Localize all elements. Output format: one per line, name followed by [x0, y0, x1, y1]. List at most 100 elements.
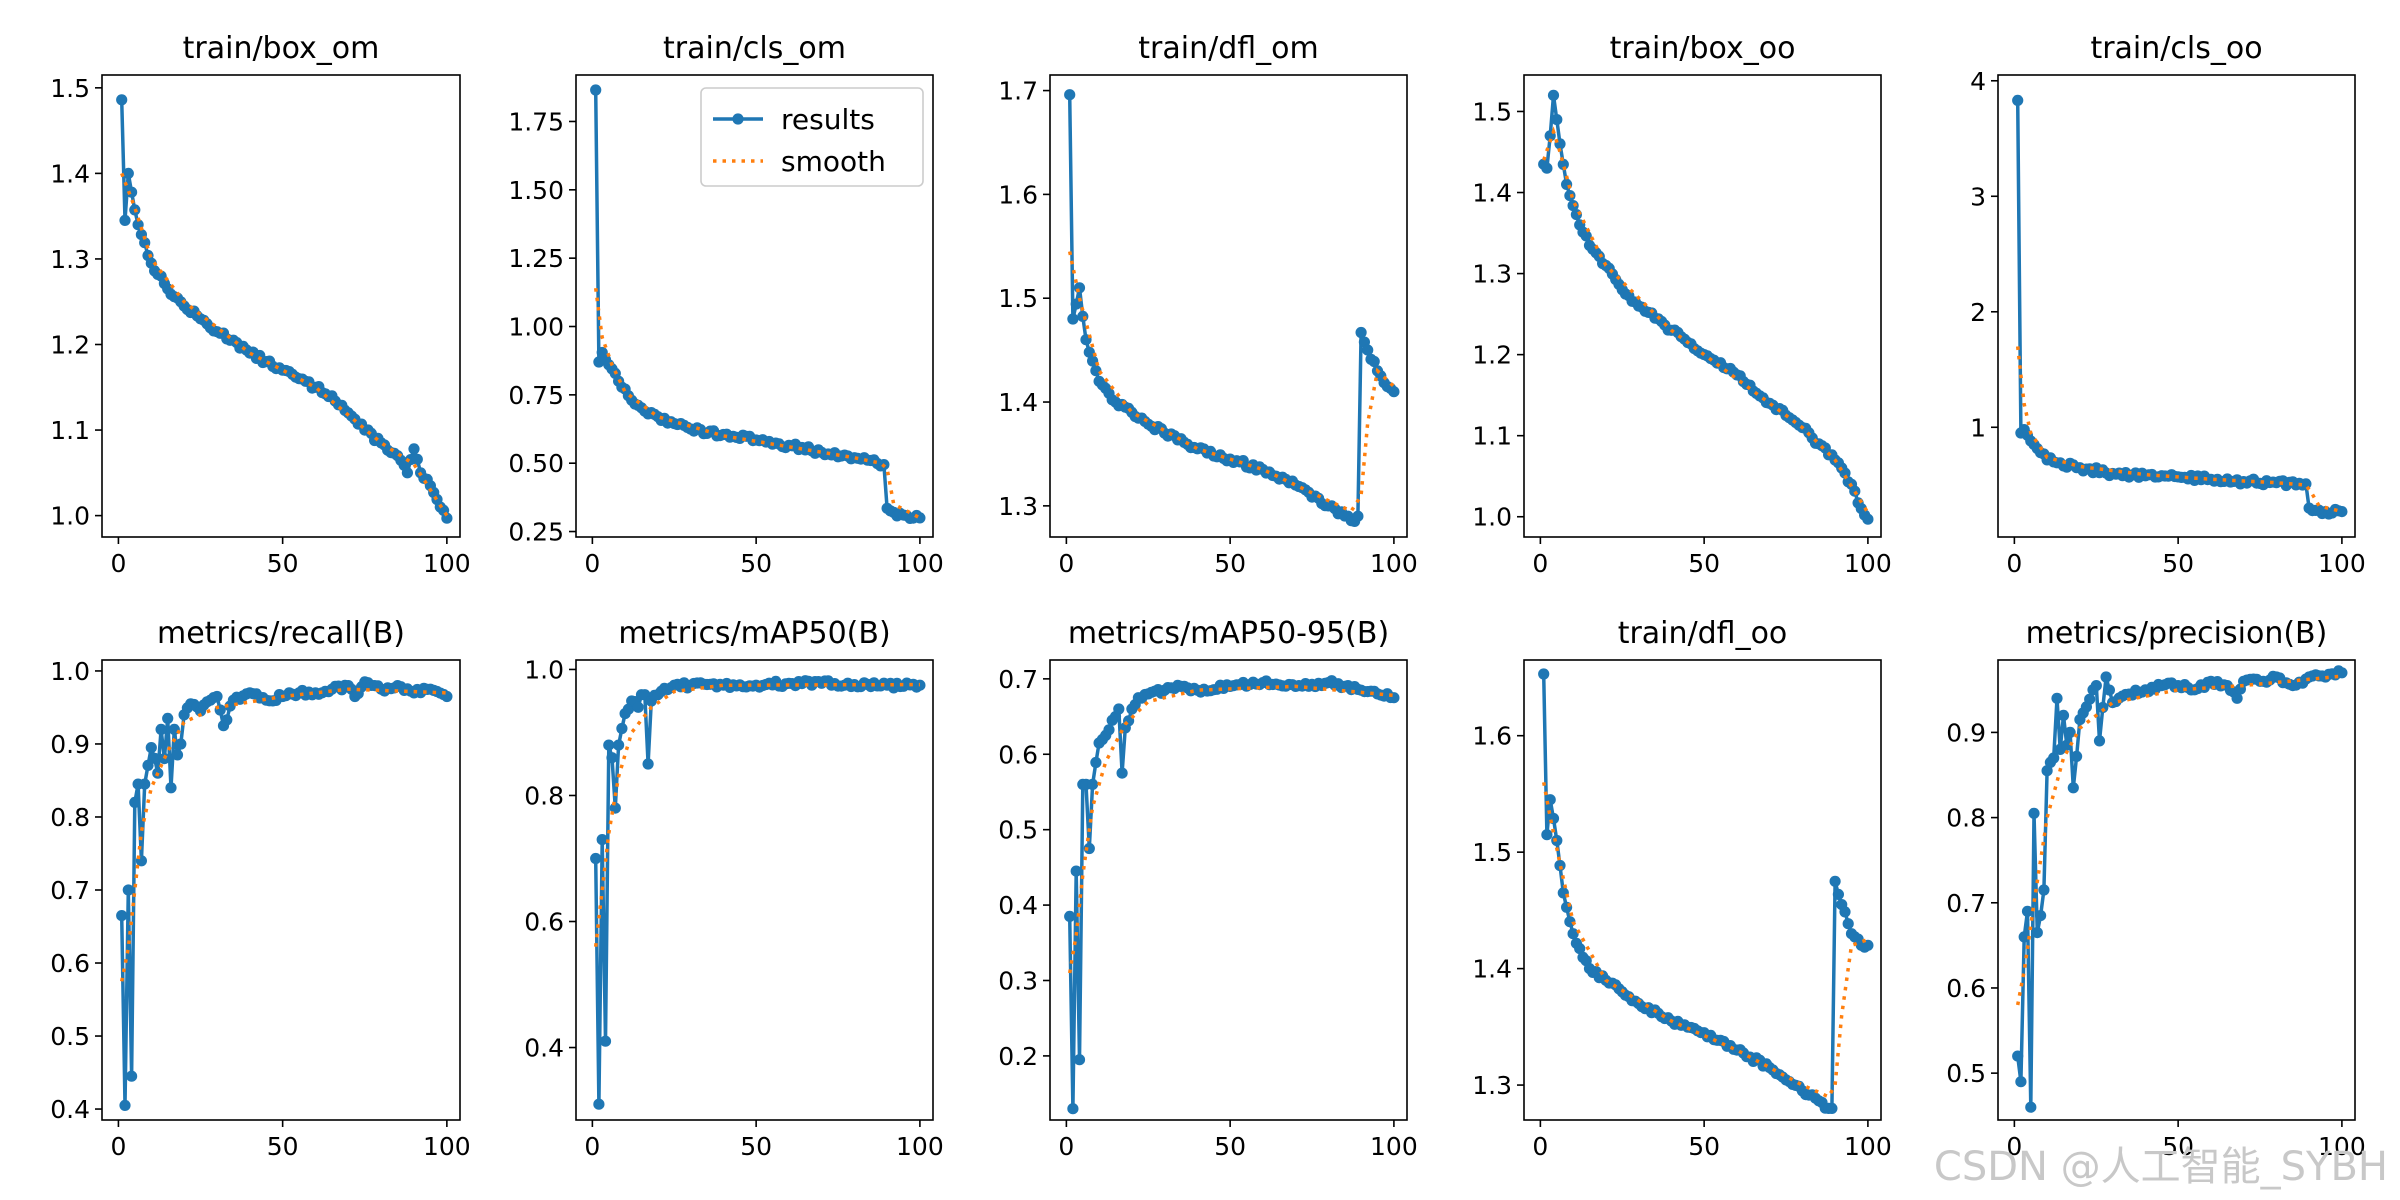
data-point — [1538, 668, 1550, 680]
data-point — [593, 1098, 605, 1110]
data-point — [2051, 692, 2063, 704]
y-tick-label: 1.6 — [998, 180, 1038, 209]
results-line — [1067, 678, 1395, 1111]
data-point — [2064, 726, 2076, 739]
data-point — [122, 884, 134, 896]
data-point — [1541, 162, 1553, 174]
data-point — [2048, 752, 2060, 764]
chart-train-dfl-om: 0 50 100 1.3 1.4 1.5 1.6 1.7 train/dfl_om — [998, 31, 1418, 578]
x-tick-label: 0 — [110, 549, 126, 578]
y-tick-label: 1.1 — [1472, 422, 1512, 451]
y-tick-label: 1.25 — [508, 244, 564, 273]
data-point — [1839, 906, 1851, 918]
data-point — [1862, 513, 1874, 525]
y-tick-label: 1.0 — [50, 657, 90, 686]
y-tick-label: 0.5 — [50, 1022, 90, 1051]
x-tick-label: 100 — [1844, 1132, 1892, 1161]
results-line — [1541, 673, 1869, 1111]
y-tick-label: 1.5 — [50, 74, 90, 103]
data-point — [596, 834, 608, 846]
chart-title: train/dfl_om — [1138, 31, 1318, 66]
x-tick-label: 50 — [740, 549, 772, 578]
data-point — [2021, 905, 2034, 917]
data-point — [2061, 739, 2073, 751]
x-tick-label: 100 — [896, 549, 944, 578]
y-tick-label: 1.0 — [1472, 503, 1512, 532]
y-tick-label: 0.7 — [998, 665, 1038, 694]
y-tick-label: 1.2 — [50, 331, 90, 360]
y-tick-label: 1.3 — [1472, 1071, 1512, 1100]
data-point — [2025, 1101, 2037, 1113]
data-point — [1087, 778, 1099, 791]
x-tick-label: 100 — [423, 1132, 471, 1161]
chart-title: metrics/precision(B) — [2026, 616, 2328, 651]
chart-title: metrics/recall(B) — [157, 616, 405, 651]
data-point — [2071, 750, 2083, 763]
chart-title: train/box_om — [183, 31, 380, 66]
x-tick-label: 100 — [1844, 549, 1892, 578]
y-tick-label: 0.7 — [1946, 889, 1986, 918]
chart-metrics-map50-95-b: 0 50 100 0.2 0.3 0.4 0.5 0.6 0.7 metrics/mAP50-95… — [998, 616, 1418, 1161]
data-point — [116, 910, 128, 922]
data-point — [590, 84, 602, 96]
data-point — [1352, 510, 1364, 522]
y-tick-label: 0.8 — [1946, 804, 1986, 833]
legend-box — [700, 87, 924, 187]
data-point — [1362, 344, 1374, 356]
data-point — [613, 739, 625, 751]
y-tick-label: 1.00 — [508, 313, 564, 342]
smooth-line — [1542, 126, 1870, 514]
x-tick-label: 100 — [1370, 1132, 1418, 1161]
data-point — [2231, 692, 2243, 704]
data-point — [1574, 943, 1586, 955]
y-tick-label: 1 — [1970, 413, 1986, 442]
x-tick-label: 50 — [2162, 549, 2194, 578]
smooth-line — [119, 687, 448, 982]
y-tick-label: 1.2 — [1472, 341, 1512, 370]
smooth-line — [1067, 251, 1396, 514]
data-point — [149, 752, 161, 764]
chart-train-box-oo: 0 50 100 1.0 1.1 1.2 1.3 1.4 1.5 train/box_oo — [1472, 31, 1892, 578]
results-line — [2015, 100, 2343, 516]
x-tick-label: 0 — [1532, 549, 1548, 578]
axes-frame — [575, 659, 934, 1121]
data-point — [2084, 693, 2096, 705]
data-point — [2090, 680, 2102, 692]
results-markers — [2012, 94, 2348, 520]
y-tick-label: 1.5 — [1472, 838, 1512, 867]
data-point — [1862, 939, 1874, 951]
x-tick-label: 100 — [423, 549, 471, 578]
legend-results-marker — [732, 113, 744, 125]
smooth-line — [2015, 346, 2343, 514]
data-point — [1541, 829, 1553, 841]
data-point — [129, 796, 141, 809]
chart-metrics-precision-b: 0 50 100 0.5 0.6 0.7 0.8 0.9 metrics/precision(B… — [1946, 616, 2366, 1161]
data-point — [2038, 884, 2050, 896]
y-tick-label: 0.9 — [50, 730, 90, 759]
data-point — [616, 722, 628, 735]
data-point — [1067, 1103, 1079, 1115]
data-point — [411, 453, 423, 465]
y-tick-label: 1.3 — [50, 245, 90, 274]
y-tick-label: 1.4 — [1472, 179, 1512, 208]
y-tick-label: 1.3 — [998, 492, 1038, 521]
data-point — [1551, 114, 1563, 126]
data-point — [162, 712, 174, 725]
y-tick-label: 0.5 — [998, 816, 1038, 845]
data-point — [2103, 684, 2115, 696]
data-point — [1561, 178, 1573, 190]
x-tick-label: 100 — [1370, 549, 1418, 578]
data-point — [599, 1035, 612, 1047]
data-point — [1070, 865, 1082, 877]
data-point — [441, 512, 453, 524]
x-tick-label: 0 — [2006, 1132, 2022, 1161]
data-point — [1839, 467, 1851, 479]
data-point — [1849, 485, 1861, 497]
y-tick-label: 0.8 — [524, 781, 564, 810]
data-point — [1064, 910, 1076, 923]
axes-frame — [1997, 74, 2356, 538]
smooth-line — [1541, 781, 1869, 1099]
y-tick-label: 0.4 — [50, 1095, 90, 1124]
data-point — [1077, 310, 1089, 322]
y-tick-label: 0.5 — [1946, 1059, 1986, 1088]
